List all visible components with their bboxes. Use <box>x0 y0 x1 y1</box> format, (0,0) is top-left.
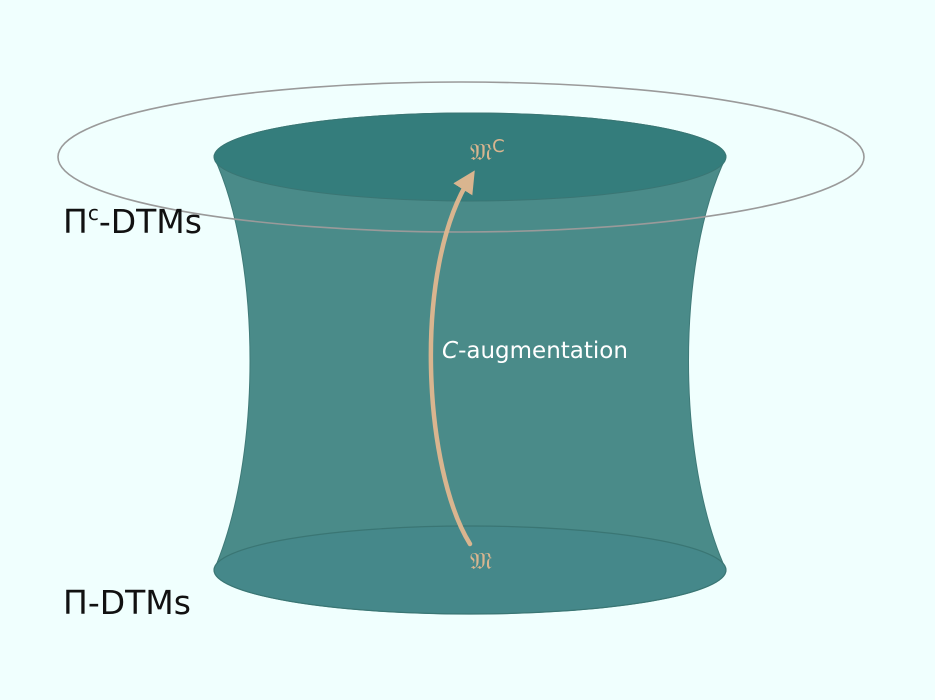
upper-level-ring <box>57 81 865 233</box>
top-node-label: 𝔐C <box>470 136 505 166</box>
bottom-node-label: 𝔐 <box>470 547 492 575</box>
augmentation-arrow <box>428 170 475 547</box>
upper-level-label-superscript: c <box>88 201 99 225</box>
lower-level-label: Π-DTMs <box>63 583 191 622</box>
top-node-superscript: C <box>492 136 505 157</box>
bottom-cap-ellipse <box>213 525 727 615</box>
upper-level-label-prefix: Π <box>63 202 88 241</box>
top-node-symbol: 𝔐 <box>470 138 492 166</box>
bottom-node-symbol: 𝔐 <box>470 547 492 575</box>
augmentation-label: C-augmentation <box>442 338 628 364</box>
augmentation-label-rest: -augmentation <box>458 338 628 364</box>
upper-level-label: Πc-DTMs <box>63 201 202 241</box>
top-cap-ellipse <box>213 112 727 202</box>
upper-level-label-suffix: -DTMs <box>99 202 202 241</box>
augmentation-label-italic: C <box>442 338 458 364</box>
